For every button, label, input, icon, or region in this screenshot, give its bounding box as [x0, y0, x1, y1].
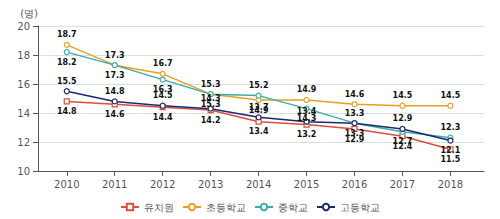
svg-text:17.3: 17.3: [105, 71, 125, 80]
svg-text:16.7: 16.7: [153, 59, 173, 68]
svg-text:12.9: 12.9: [344, 134, 365, 144]
svg-text:18.7: 18.7: [57, 30, 77, 39]
svg-text:2010: 2010: [54, 179, 79, 190]
svg-text:15.5: 15.5: [57, 77, 77, 86]
svg-text:13.2: 13.2: [297, 130, 317, 139]
svg-text:15.3: 15.3: [201, 80, 221, 89]
svg-text:14.8: 14.8: [105, 87, 125, 96]
svg-text:18.2: 18.2: [57, 58, 77, 67]
svg-text:13.3: 13.3: [345, 129, 365, 138]
svg-text:14: 14: [17, 108, 30, 119]
svg-text:12.3: 12.3: [441, 123, 461, 132]
svg-text:(명): (명): [20, 8, 38, 19]
svg-text:14.9: 14.9: [297, 85, 317, 94]
svg-text:17.3: 17.3: [105, 51, 125, 60]
svg-text:13.4: 13.4: [297, 107, 317, 116]
svg-text:12: 12: [17, 137, 30, 148]
svg-text:15.3: 15.3: [200, 99, 221, 109]
svg-text:12.7: 12.7: [393, 137, 413, 146]
svg-text:2014: 2014: [246, 179, 271, 190]
svg-text:13.3: 13.3: [345, 109, 365, 118]
svg-text:11.5: 11.5: [441, 155, 461, 164]
svg-text:2018: 2018: [438, 179, 463, 190]
svg-text:13.7: 13.7: [249, 103, 269, 112]
svg-text:20: 20: [17, 21, 30, 32]
svg-text:2012: 2012: [150, 179, 175, 190]
svg-text:2013: 2013: [198, 179, 223, 190]
svg-text:초등학교: 초등학교: [206, 202, 246, 213]
svg-text:14.3: 14.3: [201, 94, 221, 103]
svg-text:유치원: 유치원: [144, 202, 174, 213]
svg-text:중학교: 중학교: [278, 202, 308, 213]
svg-text:14.5: 14.5: [153, 91, 173, 100]
svg-text:15.2: 15.2: [249, 81, 269, 90]
svg-text:14.5: 14.5: [441, 91, 461, 100]
svg-text:18: 18: [17, 50, 30, 61]
svg-text:16: 16: [17, 79, 30, 90]
svg-text:고등학교: 고등학교: [340, 202, 380, 213]
svg-text:2017: 2017: [390, 179, 415, 190]
svg-text:13.4: 13.4: [249, 127, 269, 136]
svg-text:2016: 2016: [342, 179, 367, 190]
svg-text:10: 10: [17, 166, 30, 177]
svg-text:2011: 2011: [102, 179, 127, 190]
svg-text:12.1: 12.1: [441, 146, 461, 155]
svg-text:14.8: 14.8: [57, 107, 77, 116]
svg-text:14.4: 14.4: [153, 113, 173, 122]
svg-text:14.2: 14.2: [201, 116, 221, 125]
svg-text:16.3: 16.3: [152, 85, 173, 95]
svg-text:14.3: 14.3: [296, 114, 317, 124]
svg-text:14.5: 14.5: [393, 91, 413, 100]
svg-text:14.6: 14.6: [345, 90, 365, 99]
svg-text:14.6: 14.6: [105, 110, 125, 119]
svg-text:2015: 2015: [294, 179, 319, 190]
svg-text:12.9: 12.9: [393, 114, 413, 123]
